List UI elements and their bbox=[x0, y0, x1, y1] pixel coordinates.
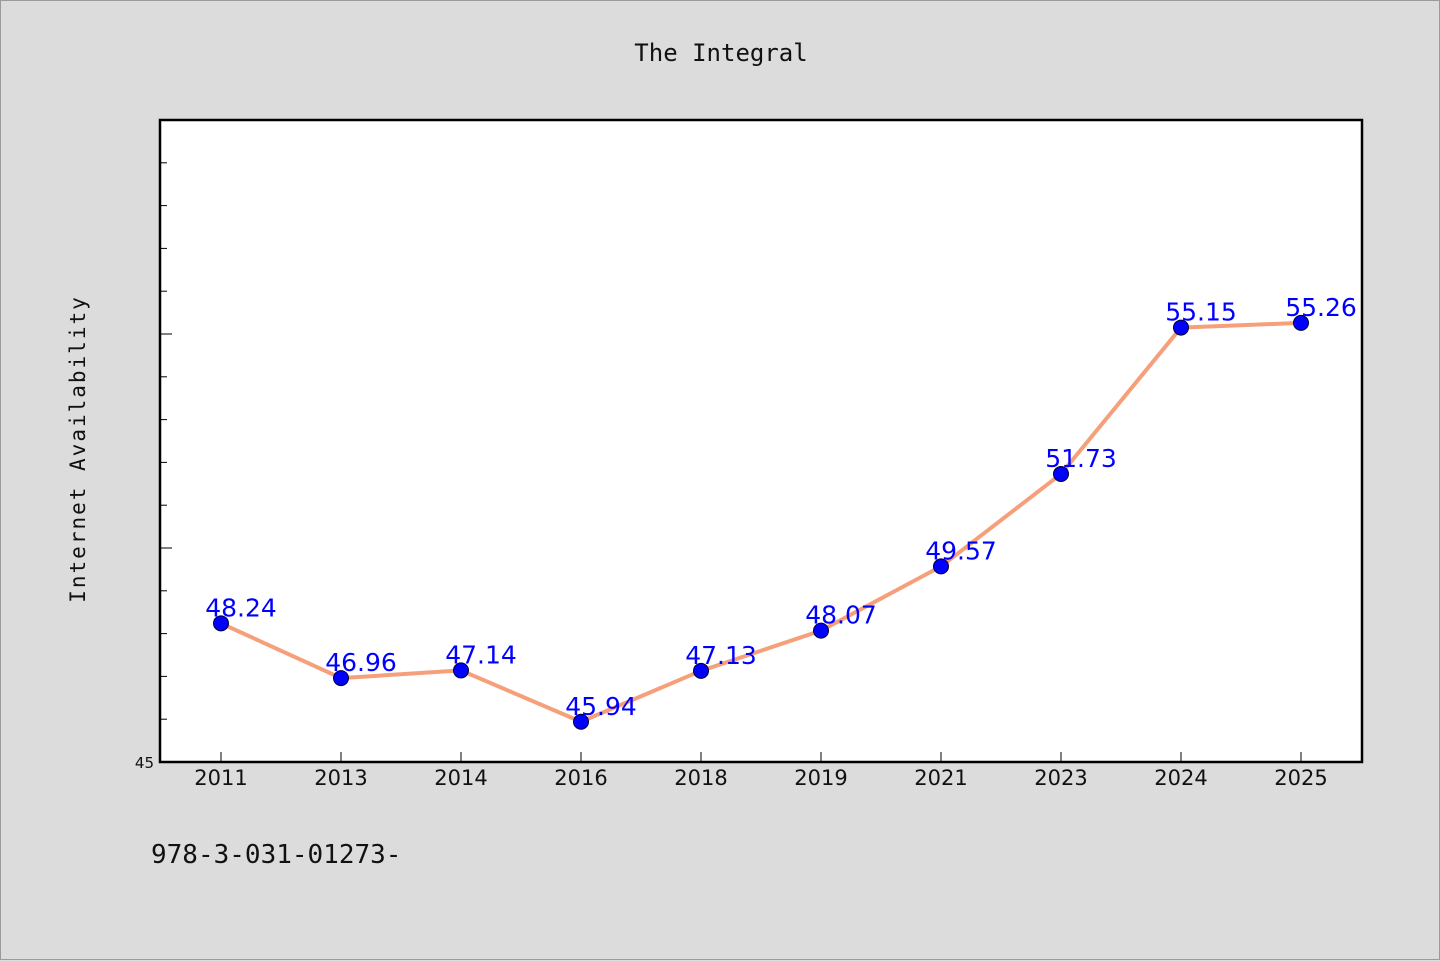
x-tick-label: 2021 bbox=[914, 766, 967, 790]
data-point bbox=[1053, 465, 1069, 482]
data-label: 47.14 bbox=[445, 640, 517, 669]
y-axis-ticks: 45 bbox=[135, 119, 172, 772]
x-tick-label: 2013 bbox=[314, 766, 367, 790]
data-point bbox=[213, 615, 229, 632]
data-label: 46.96 bbox=[325, 648, 397, 677]
data-label: 48.24 bbox=[205, 593, 277, 622]
series-line bbox=[219, 320, 1303, 724]
y-tick-label: 45 bbox=[135, 754, 154, 772]
data-label: 55.15 bbox=[1165, 298, 1237, 327]
x-tick-label: 2024 bbox=[1154, 766, 1207, 790]
data-point bbox=[573, 713, 589, 730]
y-axis-label: Internet Availability bbox=[66, 295, 90, 603]
data-point bbox=[453, 662, 469, 679]
data-labels-layer: 48.24 46.96 47.14 45.94 47.13 48.07 49.57 51.73… bbox=[205, 293, 1357, 721]
x-tick-label: 2025 bbox=[1274, 766, 1327, 790]
x-tick-label: 2019 bbox=[794, 766, 847, 790]
footer-code: 978-3-031-01273- bbox=[151, 840, 401, 870]
data-label: 48.07 bbox=[805, 601, 877, 630]
data-point bbox=[1173, 319, 1189, 336]
x-tick-label: 2018 bbox=[674, 766, 727, 790]
x-tick-label: 2014 bbox=[434, 766, 487, 790]
data-label: 45.94 bbox=[565, 692, 637, 721]
data-label: 49.57 bbox=[925, 536, 997, 565]
series-layer bbox=[213, 314, 1309, 730]
data-point bbox=[693, 662, 709, 679]
data-label: 55.26 bbox=[1285, 293, 1357, 322]
x-tick-label: 2023 bbox=[1034, 766, 1087, 790]
x-tick-label: 2011 bbox=[194, 766, 247, 790]
x-tick-label: 2016 bbox=[554, 766, 607, 790]
x-axis-ticks: 2011 2013 2014 2016 2018 2019 2021 2023 2024 2025 bbox=[194, 752, 1328, 790]
chart-title: The Integral bbox=[634, 39, 807, 67]
data-point bbox=[1293, 314, 1309, 331]
data-label: 51.73 bbox=[1045, 444, 1117, 473]
data-label: 47.13 bbox=[685, 641, 757, 670]
data-point bbox=[933, 558, 949, 575]
data-point bbox=[333, 670, 349, 687]
plot-area bbox=[158, 118, 1364, 764]
data-point bbox=[813, 622, 829, 639]
